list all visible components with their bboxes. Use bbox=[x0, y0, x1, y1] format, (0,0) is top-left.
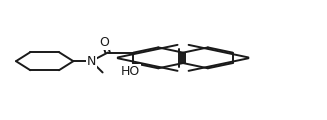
Text: O: O bbox=[99, 36, 109, 49]
Text: N: N bbox=[87, 55, 96, 68]
Text: HO: HO bbox=[121, 65, 141, 78]
